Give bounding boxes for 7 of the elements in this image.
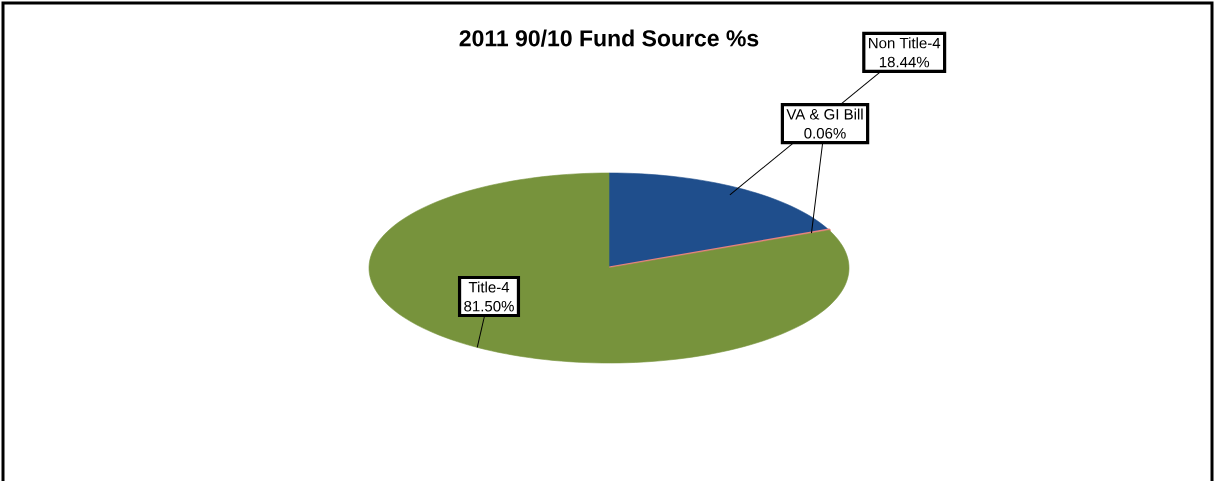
slice-label: Non Title-4	[869, 37, 941, 49]
chart-title: 2011 90/10 Fund Source %s	[459, 29, 759, 47]
slice-label: Title-4	[468, 281, 510, 293]
data-label: 81.50%	[464, 301, 514, 312]
data-label: 18.44%	[879, 56, 930, 68]
data-label: 0.06%	[804, 128, 846, 139]
slice-label: VA & GI Bill	[786, 108, 863, 120]
